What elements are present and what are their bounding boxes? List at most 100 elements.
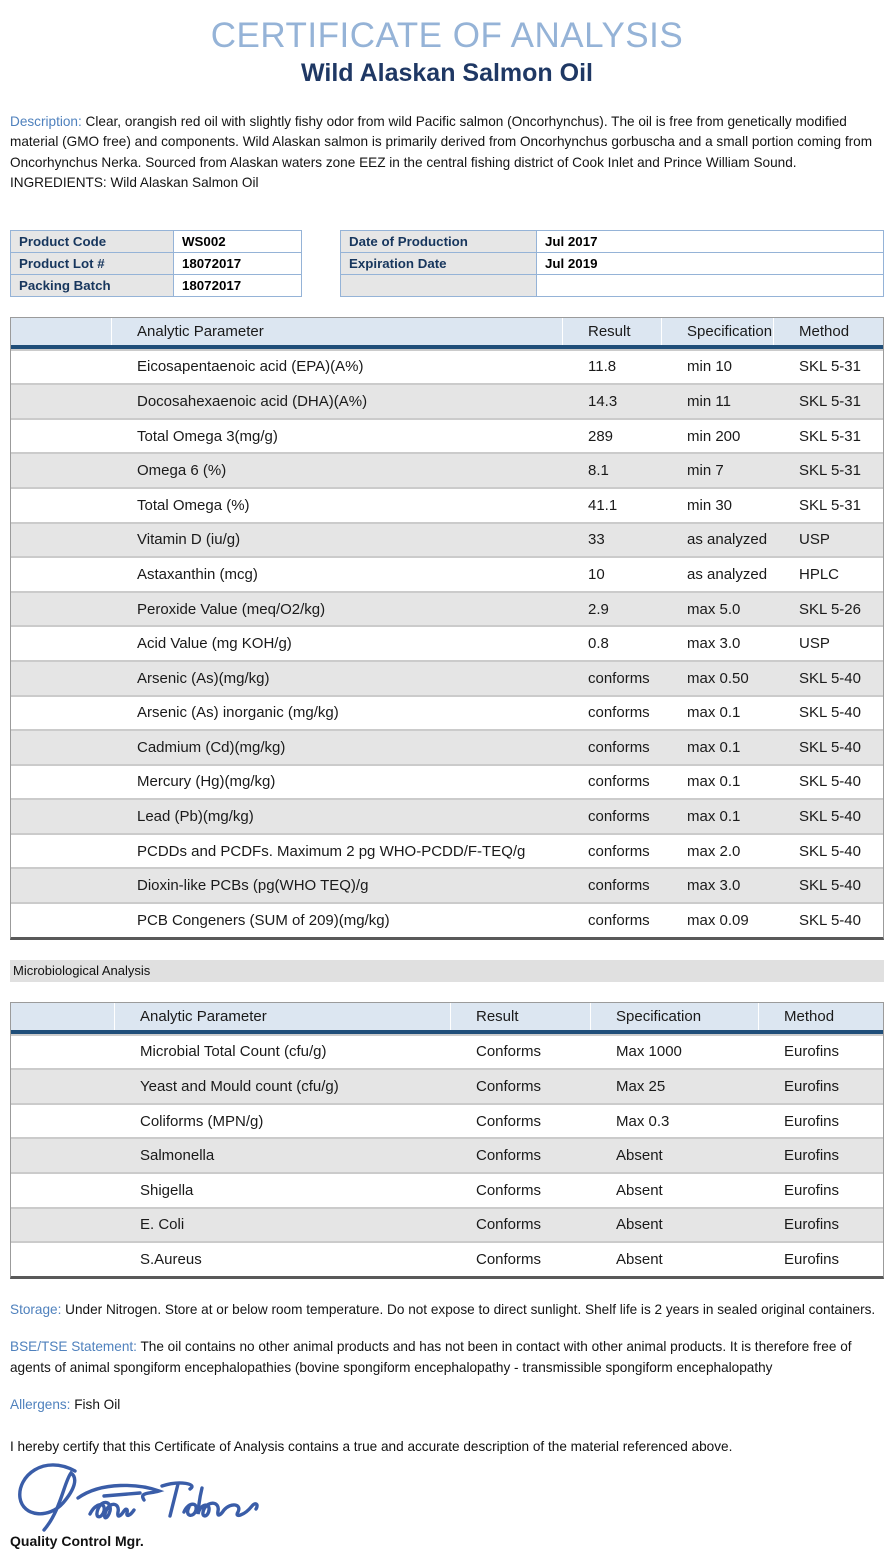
method-cell: Eurofins [784, 1216, 840, 1234]
row-spacer-cell [11, 489, 112, 522]
specification-cell: max 3.0 [687, 877, 741, 895]
specification-cell: min 200 [687, 427, 741, 445]
method-cell: SKL 5-31 [799, 462, 861, 480]
table-row: Date of Production Jul 2017 [340, 229, 884, 253]
packing-batch-label: Packing Batch [10, 273, 174, 297]
table-row: Total Omega (%) 41.1 min 30 SKL 5-31 [11, 486, 883, 522]
result-cell: conforms [588, 773, 650, 791]
specification-cell: as analyzed [687, 565, 768, 583]
column-header [11, 317, 112, 345]
row-spacer-cell [11, 558, 112, 591]
bse-tse-text: The oil contains no other animal product… [10, 1339, 852, 1375]
result-cell: 14.3 [588, 392, 618, 410]
method-cell: SKL 5-40 [799, 704, 861, 722]
result-cell: 10 [588, 565, 605, 583]
result-cell: 8.1 [588, 462, 609, 480]
table-row: Dioxin-like PCBs (pg(WHO TEQ)/g conforms m… [11, 867, 883, 903]
description-text: Clear, orangish red oil with slightly fi… [10, 114, 873, 191]
table-row: Vitamin D (iu/g) 33 as analyzed USP [11, 521, 883, 557]
parameter-cell: Omega 6 (%) [137, 462, 227, 480]
table-header-row: Analytic Parameter Result Specification Met… [11, 1002, 883, 1034]
result-cell: conforms [588, 842, 650, 860]
column-header: Method [799, 322, 850, 340]
result-cell: Conforms [476, 1147, 542, 1165]
method-cell: Eurofins [784, 1078, 840, 1096]
row-spacer-cell [11, 869, 112, 902]
allergens-paragraph: Allergens: Fish Oil [10, 1395, 884, 1415]
row-spacer-cell [11, 627, 112, 660]
result-cell: Conforms [476, 1181, 542, 1199]
specification-cell: max 0.09 [687, 911, 749, 929]
parameter-cell: Peroxide Value (meq/O2/kg) [137, 600, 326, 618]
specification-cell: max 2.0 [687, 842, 741, 860]
specification-cell: min 7 [687, 462, 724, 480]
result-cell: conforms [588, 704, 650, 722]
row-spacer-cell [11, 1174, 115, 1207]
result-cell: Conforms [476, 1043, 542, 1061]
table-row: PCDDs and PCDFs. Maximum 2 pg WHO-PCDD/F… [11, 832, 883, 868]
row-spacer-cell [11, 1105, 115, 1138]
table-row: Product Lot # 18072017 [10, 251, 302, 275]
method-cell: SKL 5-40 [799, 877, 861, 895]
row-spacer-cell [11, 1139, 115, 1172]
result-cell: 41.1 [588, 496, 618, 514]
result-cell: conforms [588, 669, 650, 687]
parameter-cell: Yeast and Mould count (cfu/g) [140, 1078, 339, 1096]
result-cell: conforms [588, 911, 650, 929]
specification-cell: max 0.1 [687, 773, 741, 791]
row-spacer-cell [11, 1243, 115, 1276]
product-code-value: WS002 [173, 229, 302, 253]
empty-value-cell [536, 273, 884, 297]
parameter-cell: S.Aureus [140, 1251, 202, 1269]
method-cell: USP [799, 531, 830, 549]
table-row: Coliforms (MPN/g) Conforms Max 0.3 Eurofins [11, 1102, 883, 1138]
table-row: Mercury (Hg)(mg/kg) conforms max 0.1 SKL 5-… [11, 763, 883, 799]
parameter-cell: Dioxin-like PCBs (pg(WHO TEQ)/g [137, 877, 369, 895]
method-cell: SKL 5-40 [799, 773, 861, 791]
table-row: S.Aureus Conforms Absent Eurofins [11, 1241, 883, 1276]
table-row: Eicosapentaenoic acid (EPA)(A%) 11.8 min 1… [11, 348, 883, 384]
table-row: Peroxide Value (meq/O2/kg) 2.9 max 5.0 SKL … [11, 590, 883, 626]
method-cell: HPLC [799, 565, 840, 583]
parameter-cell: Salmonella [140, 1147, 215, 1165]
specification-cell: max 0.1 [687, 808, 741, 826]
method-cell: Eurofins [784, 1181, 840, 1199]
parameter-cell: Total Omega 3(mg/g) [137, 427, 278, 445]
result-cell: 33 [588, 531, 605, 549]
table-row: Astaxanthin (mcg) 10 as analyzed HPLC [11, 556, 883, 591]
packing-batch-value: 18072017 [173, 273, 302, 297]
table-header-row: Analytic Parameter Result Specification Met… [11, 317, 883, 349]
table-row: Lead (Pb)(mg/kg) conforms max 0.1 SKL 5-40 [11, 798, 883, 833]
parameter-cell: Cadmium (Cd)(mg/kg) [137, 738, 286, 756]
row-spacer-cell [11, 593, 112, 626]
product-lot-value: 18072017 [173, 251, 302, 275]
specification-cell: max 0.1 [687, 738, 741, 756]
chemical-analysis-table: Analytic Parameter Result Specification Met… [10, 316, 884, 940]
parameter-cell: PCDDs and PCDFs. Maximum 2 pg WHO-PCDD/F… [137, 842, 526, 860]
product-lot-label: Product Lot # [10, 251, 174, 275]
row-spacer-cell [11, 697, 112, 730]
column-header: Specification [591, 1002, 759, 1030]
row-spacer-cell [11, 904, 112, 937]
result-cell: 11.8 [588, 358, 617, 376]
row-spacer-cell [11, 454, 112, 487]
row-spacer-cell [11, 351, 112, 384]
specification-cell: min 11 [687, 392, 731, 410]
row-spacer-cell [11, 766, 112, 799]
result-cell: Conforms [476, 1251, 542, 1269]
result-cell: conforms [588, 808, 650, 826]
table-row: Acid Value (mg KOH/g) 0.8 max 3.0 USP [11, 625, 883, 660]
result-cell: 2.9 [588, 600, 609, 618]
signature [12, 1458, 264, 1533]
bse-tse-label: BSE/TSE Statement: [10, 1339, 137, 1355]
table-row: Arsenic (As)(mg/kg) conforms max 0.50 SKL 5… [11, 659, 883, 695]
allergens-label: Allergens: [10, 1396, 71, 1412]
page-subtitle: Wild Alaskan Salmon Oil [301, 59, 593, 87]
specification-cell: Max 25 [616, 1078, 666, 1096]
parameter-cell: Mercury (Hg)(mg/kg) [137, 773, 276, 791]
method-cell: Eurofins [784, 1251, 840, 1269]
column-header: Analytic Parameter [112, 317, 563, 345]
parameter-cell: Arsenic (As) inorganic (mg/kg) [137, 704, 339, 722]
production-date-value: Jul 2017 [536, 229, 884, 253]
row-spacer-cell [11, 1070, 115, 1103]
